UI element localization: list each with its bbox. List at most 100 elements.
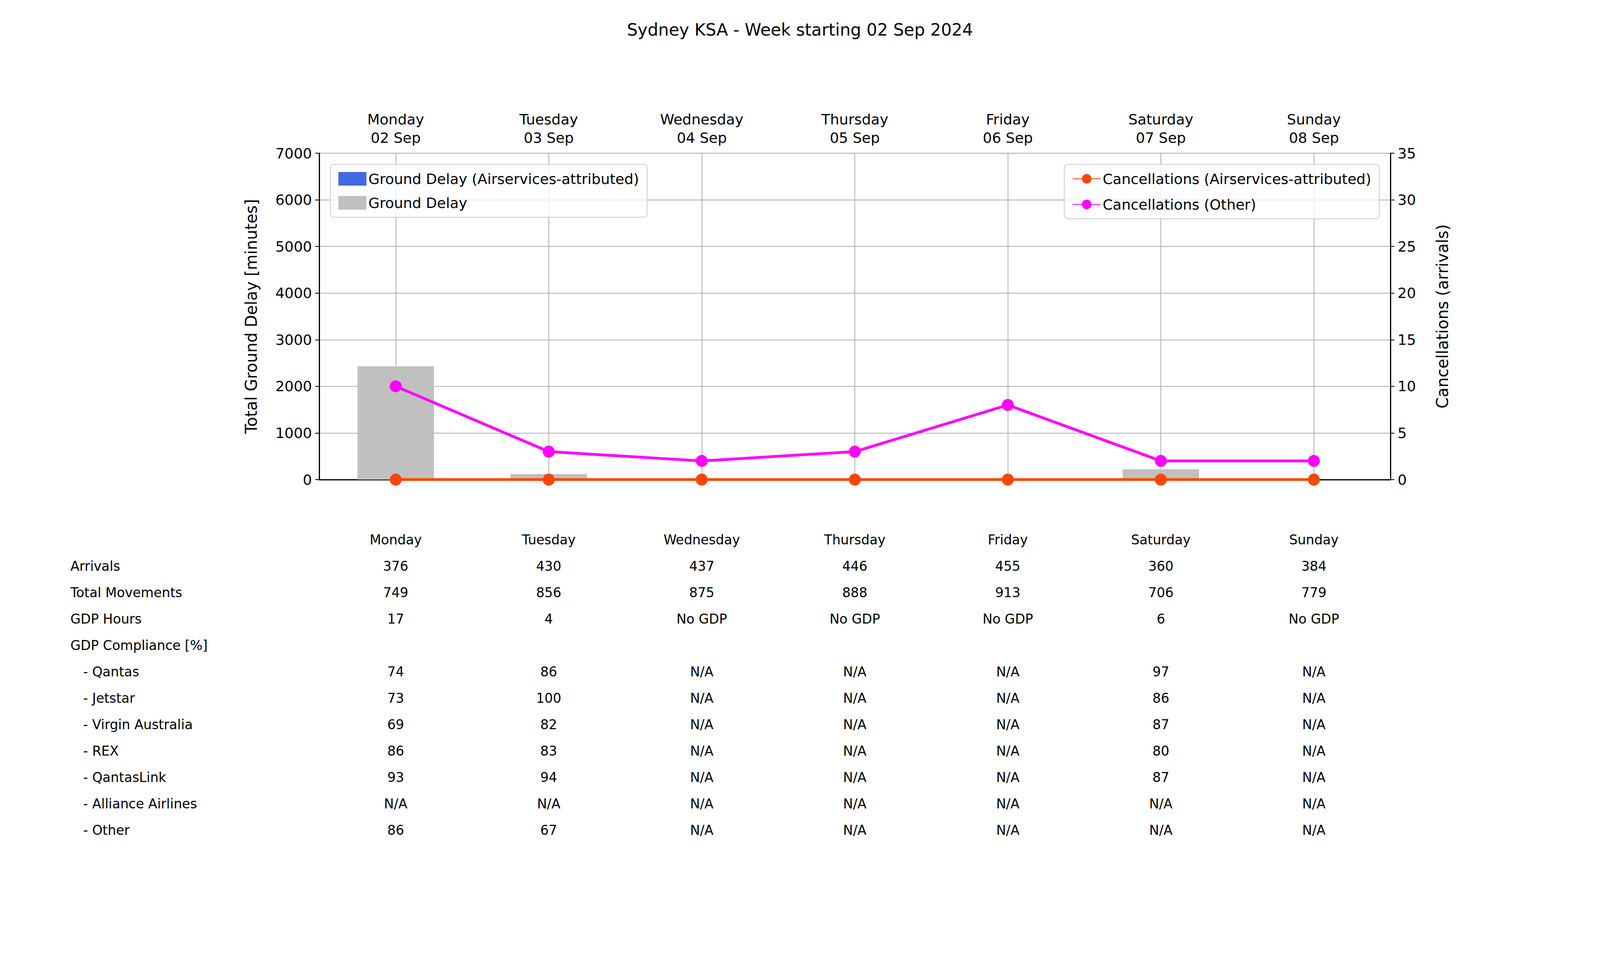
svg-text:82: 82 (540, 716, 558, 733)
svg-text:N/A: N/A (690, 743, 714, 759)
svg-text:0: 0 (1397, 471, 1407, 488)
svg-text:N/A: N/A (843, 664, 867, 680)
svg-text:4000: 4000 (275, 284, 312, 302)
svg-text:4: 4 (544, 611, 553, 627)
svg-text:74: 74 (387, 664, 404, 680)
svg-text:N/A: N/A (1302, 664, 1326, 680)
svg-text:N/A: N/A (537, 796, 561, 812)
svg-text:N/A: N/A (843, 769, 867, 786)
svg-text:N/A: N/A (690, 716, 714, 733)
svg-text:Sydney KSA - Week starting 02: Sydney KSA - Week starting 02 Sep 2024 (626, 20, 973, 40)
svg-text:5: 5 (1397, 424, 1407, 442)
svg-text:86: 86 (1152, 690, 1170, 706)
svg-text:6000: 6000 (275, 191, 312, 208)
svg-text:856: 856 (536, 584, 562, 601)
svg-text:94: 94 (540, 769, 558, 786)
svg-text:93: 93 (387, 769, 404, 786)
svg-text:03 Sep: 03 Sep (523, 129, 574, 146)
svg-text:- Alliance Airlines: - Alliance Airlines (83, 796, 198, 812)
svg-text:86: 86 (540, 664, 558, 680)
svg-text:Saturday: Saturday (1128, 111, 1194, 128)
svg-text:Wednesday: Wednesday (660, 111, 744, 128)
svg-text:N/A: N/A (1149, 822, 1173, 838)
svg-text:No GDP: No GDP (1288, 611, 1340, 627)
svg-text:7000: 7000 (275, 145, 312, 162)
svg-text:Total Movements: Total Movements (70, 584, 183, 601)
svg-text:30: 30 (1397, 191, 1416, 208)
svg-text:779: 779 (1301, 584, 1327, 601)
svg-text:86: 86 (387, 822, 404, 838)
svg-text:Thursday: Thursday (820, 111, 888, 128)
svg-text:6: 6 (1156, 611, 1166, 627)
svg-text:N/A: N/A (690, 769, 714, 786)
svg-text:N/A: N/A (1302, 822, 1326, 838)
svg-text:- REX: - REX (83, 743, 119, 759)
svg-text:35: 35 (1397, 145, 1416, 162)
svg-text:875: 875 (689, 584, 715, 601)
svg-text:Total Ground Delay [minutes]: Total Ground Delay [minutes] (242, 199, 261, 435)
svg-text:Cancellations (Airservices-att: Cancellations (Airservices-attributed) (1102, 170, 1372, 188)
svg-text:N/A: N/A (996, 822, 1020, 838)
svg-text:25: 25 (1397, 238, 1416, 255)
svg-text:N/A: N/A (843, 743, 867, 759)
svg-text:Thursday: Thursday (823, 532, 886, 548)
svg-text:Saturday: Saturday (1131, 532, 1191, 548)
svg-text:Cancellations (Other): Cancellations (Other) (1102, 196, 1256, 213)
svg-text:73: 73 (387, 690, 404, 706)
svg-text:20: 20 (1397, 284, 1416, 302)
svg-text:N/A: N/A (690, 796, 714, 812)
svg-text:888: 888 (842, 584, 868, 601)
svg-text:07 Sep: 07 Sep (1136, 129, 1186, 146)
svg-text:N/A: N/A (843, 796, 867, 812)
svg-text:No GDP: No GDP (982, 611, 1033, 627)
svg-text:5000: 5000 (275, 238, 312, 255)
svg-text:N/A: N/A (996, 690, 1020, 706)
svg-text:N/A: N/A (1302, 796, 1326, 812)
svg-text:N/A: N/A (843, 690, 867, 706)
svg-text:69: 69 (387, 716, 404, 733)
svg-text:N/A: N/A (843, 822, 867, 838)
svg-text:913: 913 (995, 584, 1021, 601)
svg-text:N/A: N/A (996, 769, 1020, 786)
svg-text:N/A: N/A (690, 822, 714, 838)
svg-text:Tuesday: Tuesday (519, 111, 578, 128)
svg-text:437: 437 (689, 558, 715, 574)
svg-text:384: 384 (1301, 558, 1327, 574)
svg-text:N/A: N/A (690, 664, 714, 680)
svg-text:455: 455 (995, 558, 1021, 574)
svg-text:749: 749 (383, 584, 409, 601)
svg-text:376: 376 (383, 558, 409, 574)
svg-text:Cancellations (arrivals): Cancellations (arrivals) (1433, 224, 1452, 409)
svg-text:83: 83 (540, 743, 558, 759)
svg-text:87: 87 (1152, 716, 1170, 733)
svg-text:- Other: - Other (83, 822, 130, 838)
svg-text:06 Sep: 06 Sep (982, 129, 1033, 146)
svg-text:100: 100 (536, 690, 562, 706)
svg-text:Friday: Friday (988, 532, 1028, 548)
svg-text:Sunday: Sunday (1286, 111, 1341, 128)
svg-text:No GDP: No GDP (829, 611, 880, 627)
svg-text:N/A: N/A (1149, 796, 1173, 812)
svg-text:N/A: N/A (1302, 743, 1326, 759)
svg-text:04 Sep: 04 Sep (676, 129, 727, 146)
svg-text:N/A: N/A (996, 716, 1020, 733)
svg-text:N/A: N/A (996, 743, 1020, 759)
svg-text:Sunday: Sunday (1289, 532, 1339, 548)
svg-text:- Qantas: - Qantas (83, 664, 140, 680)
svg-text:430: 430 (536, 558, 562, 574)
svg-text:GDP Compliance [%]: GDP Compliance [%] (70, 637, 208, 654)
svg-text:05 Sep: 05 Sep (829, 129, 880, 146)
svg-text:08 Sep: 08 Sep (1288, 129, 1339, 146)
svg-text:Wednesday: Wednesday (663, 532, 740, 548)
svg-text:N/A: N/A (1302, 690, 1326, 706)
svg-text:GDP Hours: GDP Hours (70, 611, 142, 627)
svg-text:17: 17 (387, 611, 404, 627)
svg-text:N/A: N/A (996, 664, 1020, 680)
svg-text:02 Sep: 02 Sep (370, 129, 421, 146)
svg-text:Arrivals: Arrivals (70, 558, 120, 574)
svg-text:Friday: Friday (986, 111, 1030, 128)
svg-text:10: 10 (1397, 378, 1416, 395)
svg-text:N/A: N/A (384, 796, 408, 812)
svg-text:No GDP: No GDP (676, 611, 727, 627)
svg-text:446: 446 (842, 558, 868, 574)
